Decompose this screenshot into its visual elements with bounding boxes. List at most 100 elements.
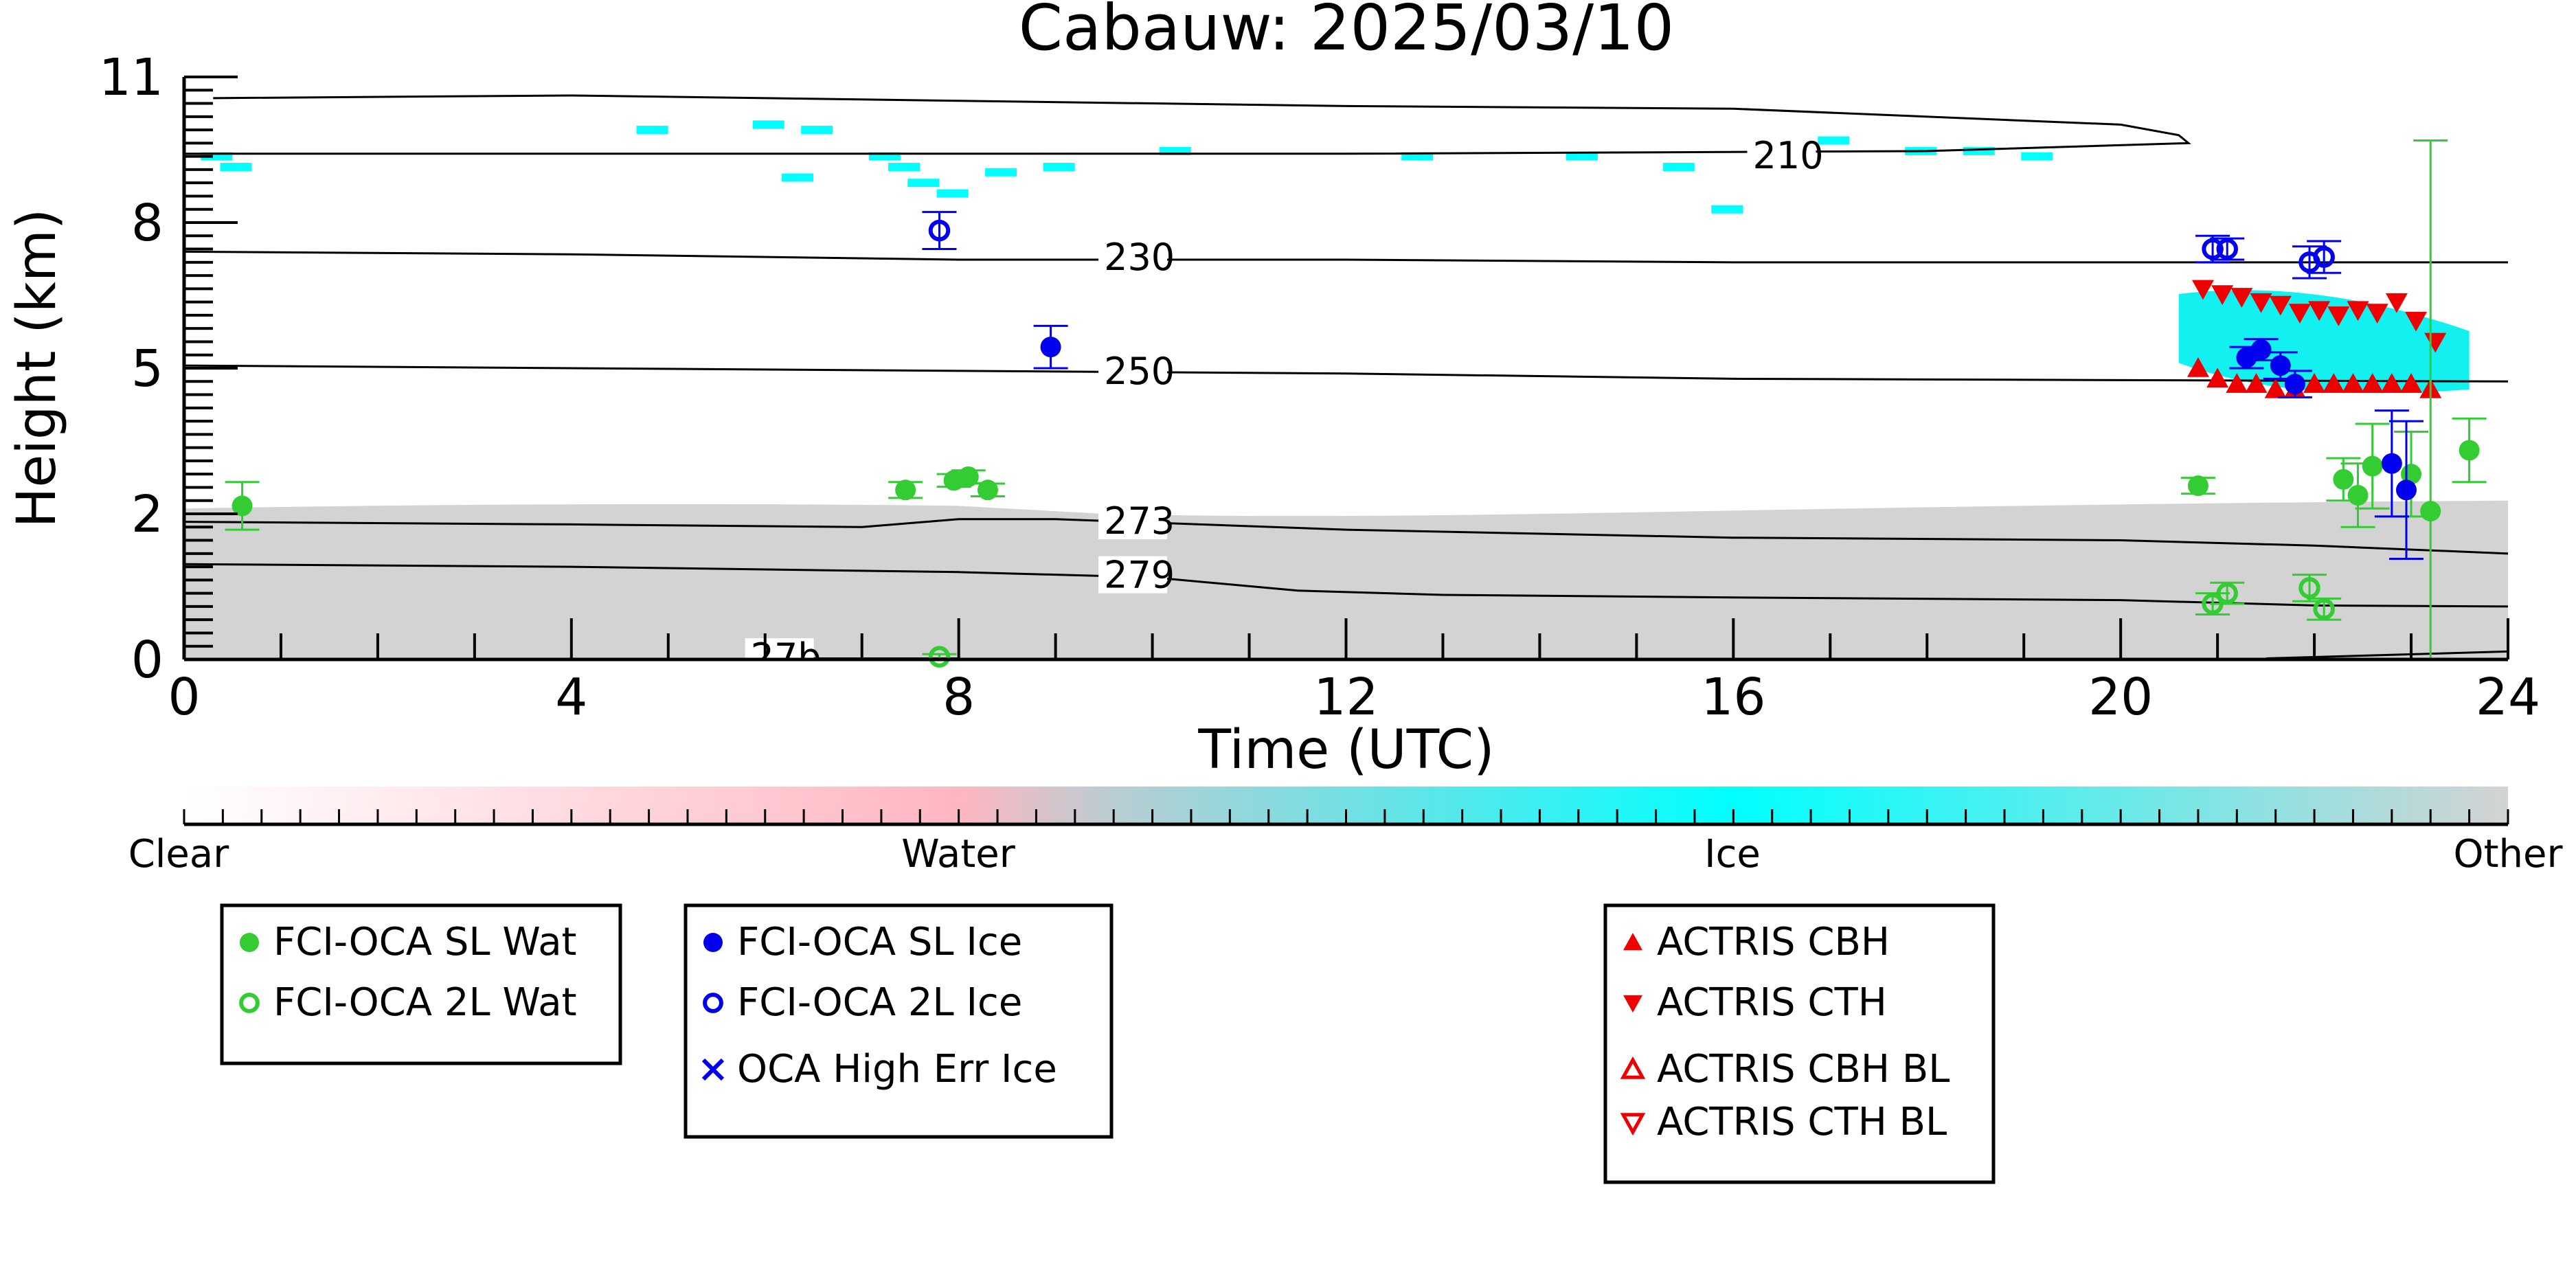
colorbar-label-other: Other — [2453, 832, 2563, 877]
contour-label-bg — [1098, 556, 1168, 594]
contour-label: 230 — [1104, 236, 1175, 279]
data-point — [2395, 479, 2417, 501]
data-point — [2361, 373, 2384, 393]
legend-entry-actris-cth: ACTRIS CTH — [1623, 980, 1887, 1025]
data-point — [2250, 339, 2272, 361]
data-point — [2366, 304, 2388, 324]
contour-near-surface — [2266, 650, 2508, 659]
legend-label-fci-oca-2l-wat: FCI-OCA 2L Wat — [273, 980, 577, 1025]
x-tick-label: 24 — [2476, 668, 2540, 727]
y-axis-label: Height (km) — [6, 209, 68, 528]
contour-label-bg — [1098, 352, 1168, 389]
series-fci-oca-2l-wat — [922, 574, 2342, 668]
contour-label: 27b — [751, 635, 822, 679]
data-point — [2313, 598, 2335, 620]
data-point — [2405, 311, 2428, 332]
data-point — [2400, 373, 2423, 393]
legends: FCI-OCA SL Wat FCI-OCA 2L Wat FCI-OCA SL I… — [220, 903, 1996, 1184]
ice-speck — [936, 189, 969, 198]
plot-axes: 0 4 8 12 16 20 24 0 2 5 8 11 — [99, 48, 2540, 727]
x-stroke — [701, 1058, 725, 1081]
legend-frame — [1603, 903, 1996, 1184]
legend-entry-fci-oca-sl-ice: FCI-OCA SL Ice — [703, 920, 1022, 964]
data-point — [2270, 355, 2291, 376]
ice-speck — [782, 173, 814, 182]
colorbar-label-water: Water — [901, 832, 1016, 877]
legend-entry-actris-cbh: ACTRIS CBH — [1623, 920, 1890, 964]
data-point — [2323, 373, 2345, 393]
contour-label: 250 — [1104, 350, 1175, 393]
legend-entry-oca-high-err-ice: OCA High Err Ice — [701, 1047, 1057, 1092]
data-point — [895, 479, 916, 501]
x-tick-label: 0 — [168, 668, 200, 727]
ice-speck — [985, 168, 1017, 177]
data-point — [2303, 373, 2326, 393]
ice-speck — [2021, 152, 2053, 161]
legend-entry-actris-cth-bl: ACTRIS CTH BL — [1620, 1100, 1947, 1144]
legend-marker-fci-oca-sl-ice — [703, 933, 723, 952]
data-point — [1040, 337, 1061, 358]
ice-speck — [1662, 163, 1695, 172]
ice-speck — [1043, 163, 1075, 172]
legend-frame — [683, 903, 1114, 1139]
data-point — [231, 495, 253, 517]
data-point — [977, 479, 998, 501]
data-point — [2362, 455, 2383, 477]
legend-entry-fci-oca-2l-ice: FCI-OCA 2L Ice — [703, 980, 1022, 1025]
y-tick-label: 0 — [131, 631, 163, 690]
data-point — [958, 466, 979, 488]
data-point — [2347, 301, 2369, 321]
ice-speck — [220, 163, 252, 172]
legend-box-1: FCI-OCA SL Wat FCI-OCA 2L Wat — [220, 903, 622, 1065]
data-point — [2342, 373, 2364, 393]
legend-marker-actris-cbh — [1623, 933, 1642, 951]
legend-box-3: ACTRIS CBH ACTRIS CTH ACTRIS CBH BL ACTRIS … — [1603, 903, 1996, 1184]
legend-label-fci-oca-2l-ice: FCI-OCA 2L Ice — [737, 980, 1022, 1025]
ice-speck — [1711, 205, 1743, 214]
contour-279 — [184, 563, 2508, 608]
legend-entry-fci-oca-2l-wat: FCI-OCA 2L Wat — [239, 980, 577, 1025]
colorbar: Clear Water Ice Other — [128, 787, 2563, 877]
x-axis-label: Time (UTC) — [1197, 719, 1494, 781]
data-point — [2187, 357, 2209, 377]
contour-label-bg — [1747, 137, 1816, 174]
legend-marker-fci-oca-sl-wat — [240, 933, 259, 952]
series-fci-oca-sl-wat — [225, 139, 2487, 661]
data-point — [2230, 288, 2253, 308]
data-point — [928, 219, 951, 242]
data-point — [2381, 453, 2402, 474]
legend-label-actris-cth-bl: ACTRIS CTH BL — [1657, 1100, 1947, 1144]
data-point — [2226, 373, 2248, 393]
data-point — [2284, 374, 2305, 395]
contour-273 — [184, 518, 2508, 555]
legend-label-actris-cbh-bl: ACTRIS CBH BL — [1657, 1047, 1950, 1092]
ice-speck — [888, 163, 920, 172]
data-point — [2216, 238, 2238, 260]
temperature-contours: 210 230 250 273 279 27b — [184, 94, 2508, 679]
legend-label-fci-oca-sl-ice: FCI-OCA SL Ice — [737, 920, 1022, 964]
error-bar — [922, 211, 957, 251]
data-point — [2459, 440, 2480, 461]
series-actris-cth — [2191, 280, 2447, 353]
contour-label: 279 — [1104, 554, 1175, 597]
legend-marker-actris-cbh-bl — [1620, 1056, 1646, 1079]
x-tick-label: 16 — [1701, 668, 1765, 727]
y-tick-label: 2 — [131, 485, 163, 544]
boundary-layer-other-region — [184, 500, 2508, 659]
contour-label-bg — [745, 638, 814, 659]
legend-frame — [220, 903, 622, 1065]
legend-entry-actris-cbh-bl: ACTRIS CBH BL — [1620, 1047, 1950, 1092]
legend-box-2: FCI-OCA SL Ice FCI-OCA 2L Ice OCA High Err… — [683, 903, 1114, 1139]
series-fci-oca-2l-ice — [922, 211, 2342, 280]
legend-label-actris-cth: ACTRIS CTH — [1657, 980, 1887, 1025]
legend-marker-actris-cth — [1623, 995, 1642, 1013]
x-tick-label: 4 — [555, 668, 587, 727]
chart-title: Cabauw: 2025/03/10 — [1019, 0, 1674, 65]
contour-label-bg — [1098, 238, 1168, 276]
data-point — [2380, 373, 2403, 393]
data-point — [2206, 368, 2229, 388]
data-point — [2191, 280, 2214, 300]
legend-marker-oca-high-err-ice — [701, 1058, 725, 1081]
data-point — [2211, 285, 2234, 306]
